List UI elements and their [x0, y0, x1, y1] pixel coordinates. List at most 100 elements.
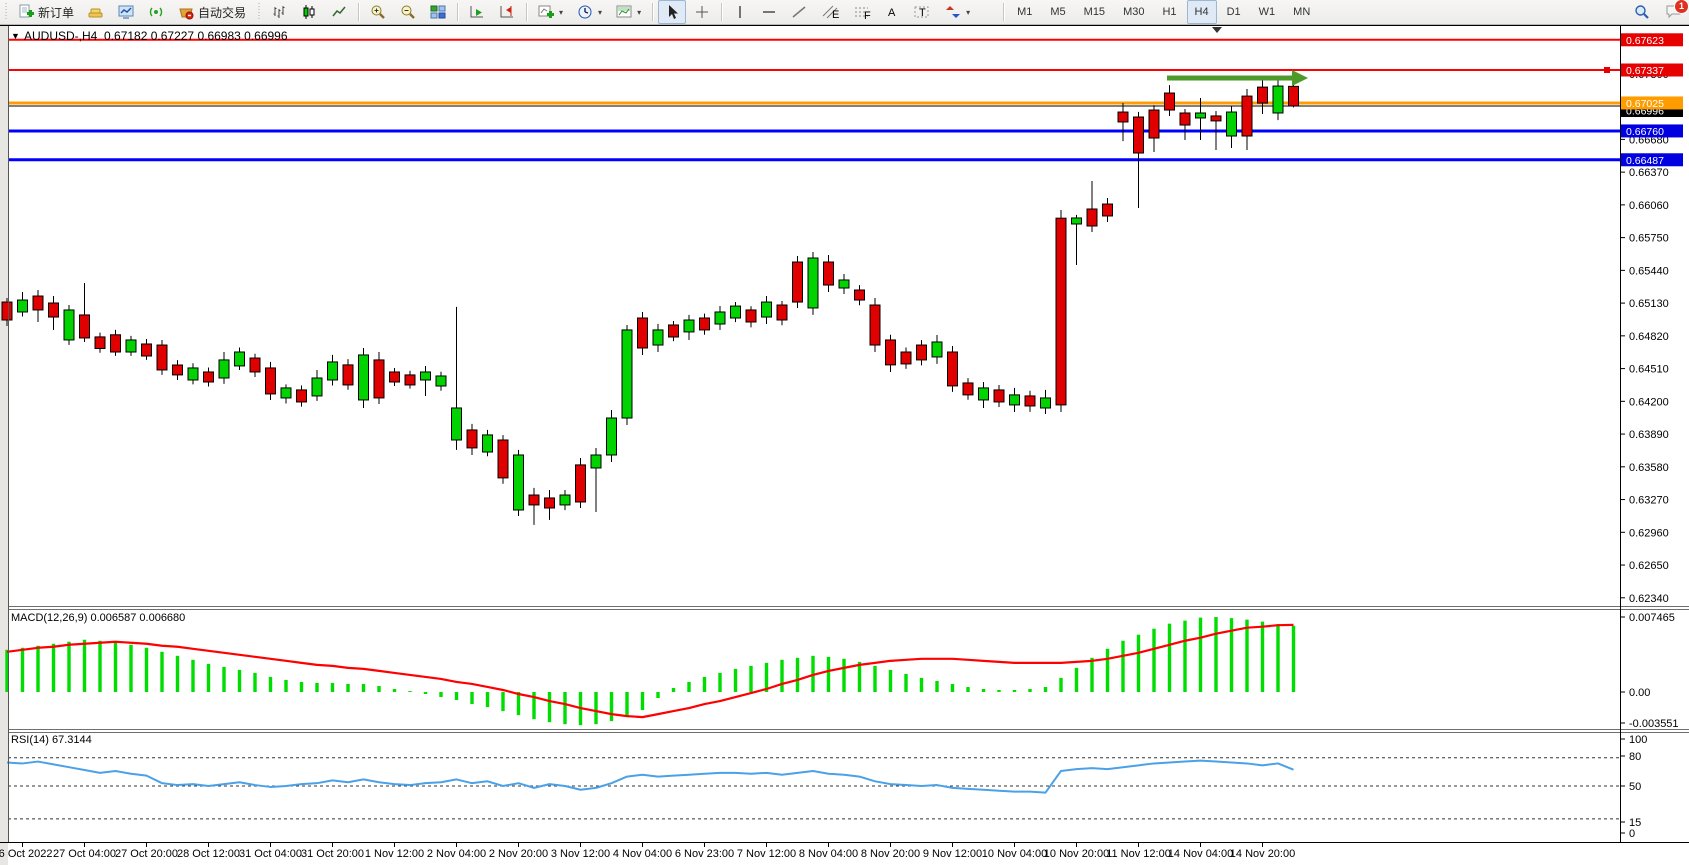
timeframe-m15[interactable]: M15 — [1083, 6, 1106, 18]
timeframe-h1[interactable]: H1 — [1162, 6, 1177, 18]
auto-trading-button[interactable]: 自动交易 — [172, 0, 252, 24]
text-button[interactable]: A — [879, 0, 905, 24]
zoom-in-button[interactable] — [364, 0, 392, 24]
timeframe-w1[interactable]: W1 — [1258, 6, 1276, 18]
macd-bar — [1260, 621, 1265, 692]
rsi-indicator-label: RSI(14) 67.3144 — [11, 734, 92, 746]
auto-scroll-button[interactable] — [463, 0, 491, 24]
macd-axis-tick: 0.00 — [1629, 687, 1650, 699]
candle — [776, 300, 788, 326]
templates-button[interactable]: ▾ — [610, 0, 647, 24]
fibonacci-icon: F — [855, 7, 871, 20]
timeframe-d1[interactable]: D1 — [1226, 6, 1241, 18]
macd-bar — [1090, 657, 1094, 692]
chevron-down-icon: ▾ — [559, 7, 564, 17]
zoom-out-button[interactable] — [394, 0, 422, 24]
candle — [900, 347, 912, 369]
chart-symbol: AUDUSD-,H4 — [24, 29, 98, 43]
macd-bar — [1043, 686, 1048, 692]
candle — [854, 285, 865, 306]
time-axis-label: 14 Nov 20:00 — [1230, 848, 1295, 860]
rsi-axis-tick: 100 — [1629, 734, 1647, 746]
candle — [482, 429, 493, 457]
crosshair-button[interactable] — [688, 0, 716, 24]
time-axis-label: 8 Nov 04:00 — [799, 848, 858, 860]
chart-shift-marker[interactable] — [1212, 27, 1222, 33]
cursor-button[interactable] — [658, 0, 687, 24]
macd-bar — [1028, 688, 1032, 692]
quick-deposit-button[interactable] — [82, 0, 110, 24]
price-axis-tick: 0.64510 — [1629, 364, 1669, 376]
macd-bar — [935, 680, 939, 692]
macd-bar — [1105, 648, 1110, 692]
candle — [513, 449, 524, 517]
channel-button[interactable]: E — [815, 0, 845, 24]
candle — [234, 347, 245, 370]
text-label-icon: T — [914, 6, 929, 19]
macd-bar — [454, 692, 459, 701]
line-handle[interactable] — [1604, 67, 1610, 73]
horizontal-line-button[interactable] — [755, 0, 783, 24]
notifications-button[interactable]: 1 — [1665, 0, 1689, 22]
search-icon — [1635, 5, 1649, 19]
candle — [296, 385, 307, 407]
timeframe-m1[interactable]: M1 — [1017, 6, 1033, 18]
candle — [869, 298, 881, 353]
terminal-button[interactable] — [112, 0, 140, 24]
candle — [823, 254, 834, 293]
time-axis-label: 10 Nov 04:00 — [982, 848, 1047, 860]
fibonacci-button[interactable]: F — [847, 0, 877, 24]
timeframe-h4[interactable]: H4 — [1186, 0, 1217, 24]
symbol-collapse-icon[interactable]: ▼ — [11, 31, 20, 41]
chart-shift-button[interactable] — [493, 0, 521, 24]
candle — [1164, 85, 1175, 116]
trend-arrow[interactable] — [1167, 70, 1308, 87]
macd-bar — [594, 692, 598, 725]
macd-bar — [749, 665, 753, 692]
candle — [125, 335, 137, 356]
macd-bar — [36, 645, 40, 692]
toolbar-grip[interactable] — [256, 3, 262, 21]
candle — [761, 296, 772, 325]
chevron-down-icon: ▾ — [966, 7, 971, 17]
macd-bar — [330, 682, 335, 692]
text-label-button[interactable]: T — [907, 0, 937, 24]
candlestick-button[interactable] — [295, 0, 323, 24]
signals-button[interactable] — [142, 0, 170, 24]
timeframe-m30[interactable]: M30 — [1123, 6, 1145, 18]
macd-bar — [439, 692, 443, 698]
periods-button[interactable]: ▾ — [571, 0, 608, 24]
new-chart-button[interactable]: ▾ — [532, 0, 569, 24]
vertical-line-button[interactable] — [727, 0, 753, 24]
macd-bar — [795, 657, 800, 692]
candle — [590, 448, 602, 513]
macd-bar — [563, 692, 567, 725]
timeframe-m5[interactable]: M5 — [1050, 6, 1066, 18]
tile-windows-button[interactable] — [424, 0, 452, 24]
search-button[interactable] — [1628, 0, 1656, 24]
bar-chart-button[interactable] — [265, 0, 293, 24]
candle — [1086, 181, 1098, 233]
timeframe-mn[interactable]: MN — [1293, 6, 1311, 18]
macd-bar — [222, 666, 226, 692]
time-axis-label: 1 Nov 12:00 — [365, 848, 424, 860]
line-chart-button[interactable] — [325, 0, 353, 24]
candle — [637, 311, 648, 355]
equidistant-channel-icon: E — [822, 5, 839, 20]
new-chart-icon — [538, 5, 555, 18]
macd-bar — [5, 649, 9, 692]
macd-bar — [392, 688, 397, 692]
arrows-button[interactable]: ▾ — [939, 0, 976, 24]
svg-text:F: F — [864, 10, 871, 20]
macd-bar — [408, 690, 412, 692]
candle — [311, 369, 323, 401]
toolbar-grip[interactable] — [3, 3, 8, 21]
macd-bar — [1012, 689, 1017, 692]
candle — [48, 296, 59, 330]
svg-text:T: T — [919, 7, 926, 19]
candle — [807, 251, 819, 315]
trendline-button[interactable] — [785, 0, 813, 24]
new-order-button[interactable]: 新订单 — [12, 0, 80, 24]
candle — [559, 490, 571, 511]
